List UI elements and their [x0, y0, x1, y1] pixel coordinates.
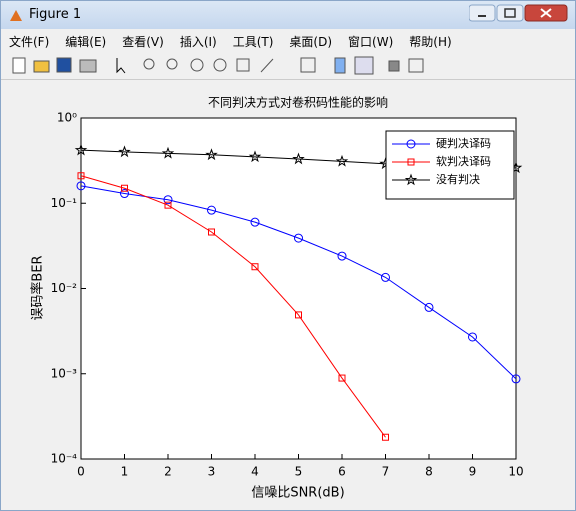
marker: [163, 195, 173, 205]
x-tick-label: 3: [208, 465, 216, 479]
y-tick-label: 10⁻¹: [51, 196, 78, 210]
marker: [205, 148, 218, 161]
menu-bar: 文件(F) 编辑(E) 查看(V) 插入(I) 工具(T) 桌面(D) 窗口(W) 帮助(H): [1, 29, 575, 53]
x-tick-label: 9: [469, 465, 477, 479]
marker: [251, 263, 259, 271]
x-tick-label: 4: [251, 465, 259, 479]
x-tick-label: 7: [382, 465, 390, 479]
series-line: [80, 185, 517, 380]
legend-marker: [407, 158, 415, 166]
marker: [120, 189, 129, 199]
marker: [381, 272, 390, 282]
marker: [74, 143, 88, 156]
marker: [468, 332, 477, 342]
window-buttons[interactable]: [469, 3, 569, 23]
menu-item[interactable]: 窗口(W): [348, 35, 394, 49]
menu-item[interactable]: 查看(V): [122, 35, 164, 49]
marker: [250, 217, 260, 227]
x-tick-label: 1: [121, 465, 129, 479]
x-tick-label: 6: [338, 465, 346, 479]
legend-label: 软判决译码: [436, 154, 491, 168]
y-axis-label: 误码率BER: [30, 255, 46, 320]
app-icon: [10, 10, 22, 21]
marker: [338, 374, 346, 382]
chart: 不同判决方式对卷积码性能的影响 信噪比SNR(dB) 误码率BER 0 1 2 3 4 5…: [30, 95, 524, 501]
toolbar-icons[interactable]: [1, 53, 576, 79]
menu-item[interactable]: 工具(T): [232, 35, 274, 49]
menu-item[interactable]: 文件(F): [9, 35, 50, 49]
x-tick-label: 5: [295, 465, 303, 479]
menu-item[interactable]: 插入(I): [179, 35, 217, 49]
x-tick-label: 8: [425, 465, 433, 479]
y-tick-label: 10⁰: [57, 111, 77, 125]
marker: [77, 172, 85, 180]
x-axis-label: 信噪比SNR(dB): [251, 486, 344, 501]
marker: [248, 150, 262, 163]
x-tick-label: 10: [508, 465, 523, 479]
marker: [295, 311, 302, 319]
legend-marker: [404, 173, 418, 186]
marker: [76, 181, 86, 191]
marker: [511, 374, 521, 384]
legend-label: 没有判决: [436, 172, 480, 186]
marker: [335, 154, 349, 167]
legend-label: 硬判决译码: [436, 137, 491, 150]
marker: [121, 184, 128, 192]
marker: [424, 302, 434, 312]
series-line: [80, 175, 386, 438]
marker: [382, 433, 389, 441]
marker: [207, 205, 216, 215]
menu-item[interactable]: 编辑(E): [65, 35, 107, 49]
chart-title: 不同判决方式对卷积码性能的影响: [208, 95, 388, 110]
legend-marker: [406, 139, 416, 149]
y-tick-label: 10⁻³: [51, 366, 78, 380]
marker: [161, 146, 175, 159]
marker: [292, 152, 305, 165]
marker: [208, 228, 215, 236]
marker: [118, 145, 131, 158]
y-tick-label: 10⁻⁴: [51, 452, 78, 466]
x-tick-label: 2: [164, 465, 172, 479]
toolbar: [1, 53, 575, 80]
window-title: Figure 1: [29, 7, 82, 22]
marker: [337, 251, 347, 261]
menu-item[interactable]: 帮助(H): [409, 35, 452, 49]
title-bar: Figure 1: [1, 1, 575, 29]
marker: [164, 201, 172, 209]
y-tick-label: 10⁻²: [51, 281, 78, 295]
x-tick-label: 0: [77, 465, 85, 479]
menu-item[interactable]: 桌面(D): [289, 35, 333, 49]
marker: [294, 233, 303, 243]
